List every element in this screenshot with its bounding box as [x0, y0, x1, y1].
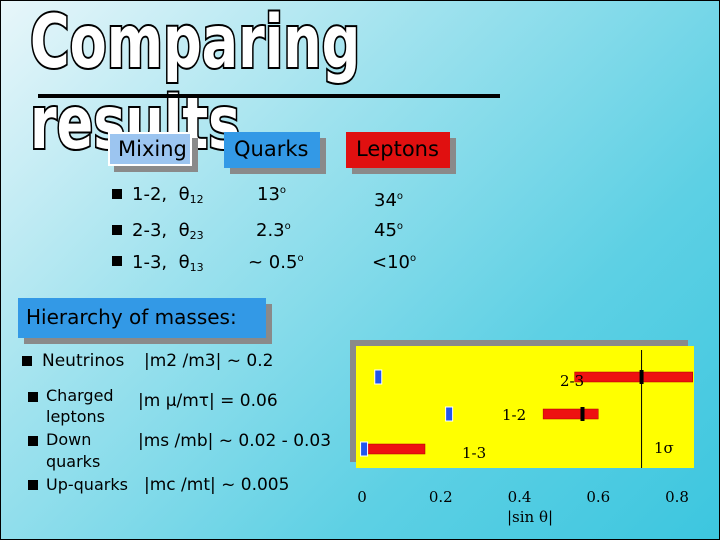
x-axis-label: |sin θ| [507, 508, 553, 526]
down-formula: |ms /mb| ~ 0.02 - 0.03 [138, 431, 332, 451]
neutrinos-label: Neutrinos [42, 351, 125, 371]
lepton-central-mark-1-2 [580, 407, 585, 421]
charged-formula: |m μ/mτ| = 0.06 [138, 391, 278, 411]
row-label-1-3: 1-3 [462, 444, 486, 462]
bullet-icon [28, 392, 38, 402]
header-quarks: Quarks [224, 132, 320, 168]
row-label-23: 2-3, θ23 [132, 220, 204, 242]
down-label-1: Down [46, 430, 92, 449]
x-tick-label: 0.8 [665, 488, 689, 506]
charged-label-1: Charged [46, 386, 114, 405]
row-label-12: 1-2, θ12 [132, 184, 204, 206]
row-label-13: 1-3, θ13 [132, 252, 204, 274]
header-leptons: Leptons [346, 132, 450, 168]
leptons-value-12: 34o [374, 190, 404, 211]
lepton-central-mark-2-3 [639, 370, 644, 384]
quarks-value-12: 13o [257, 184, 287, 205]
quarks-value-23: 2.3o [256, 220, 291, 241]
sigma-label: 1σ [654, 439, 674, 457]
lepton-range-bar-1-2 [542, 408, 599, 420]
row-label-1-2: 1-2 [502, 406, 526, 424]
bullet-icon [28, 480, 38, 490]
bullet-icon [112, 256, 122, 266]
leptons-value-23: 45o [374, 220, 404, 241]
title-underline [38, 94, 500, 98]
lepton-range-bar-1-3 [361, 443, 426, 455]
up-label: Up-quarks [46, 475, 128, 494]
hierarchy-title: Hierarchy of masses: [18, 298, 266, 338]
up-formula: |mc /mt| ~ 0.005 [144, 475, 290, 495]
lepton-range-bar-2-3 [574, 371, 693, 383]
bullet-icon [28, 436, 38, 446]
down-label-2: quarks [46, 452, 101, 471]
header-mixing: Mixing [108, 132, 192, 166]
leptons-value-13: <10o [372, 252, 417, 273]
bullet-icon [22, 356, 32, 366]
x-tick-label: 0 [357, 488, 367, 506]
x-tick-label: 0.4 [508, 488, 532, 506]
quark-marker-1-3 [360, 441, 369, 457]
bullet-icon [112, 189, 122, 199]
quark-marker-2-3 [374, 369, 383, 385]
quarks-value-13: ~ 0.5o [248, 252, 304, 273]
x-tick-label: 0.2 [429, 488, 453, 506]
quark-marker-1-2 [445, 406, 454, 422]
row-label-2-3: 2-3 [560, 372, 584, 390]
x-tick-label: 0.6 [586, 488, 610, 506]
charged-label-2: leptons [46, 407, 105, 426]
bullet-icon [112, 225, 122, 235]
neutrinos-formula: |m2 /m3| ~ 0.2 [144, 351, 274, 371]
